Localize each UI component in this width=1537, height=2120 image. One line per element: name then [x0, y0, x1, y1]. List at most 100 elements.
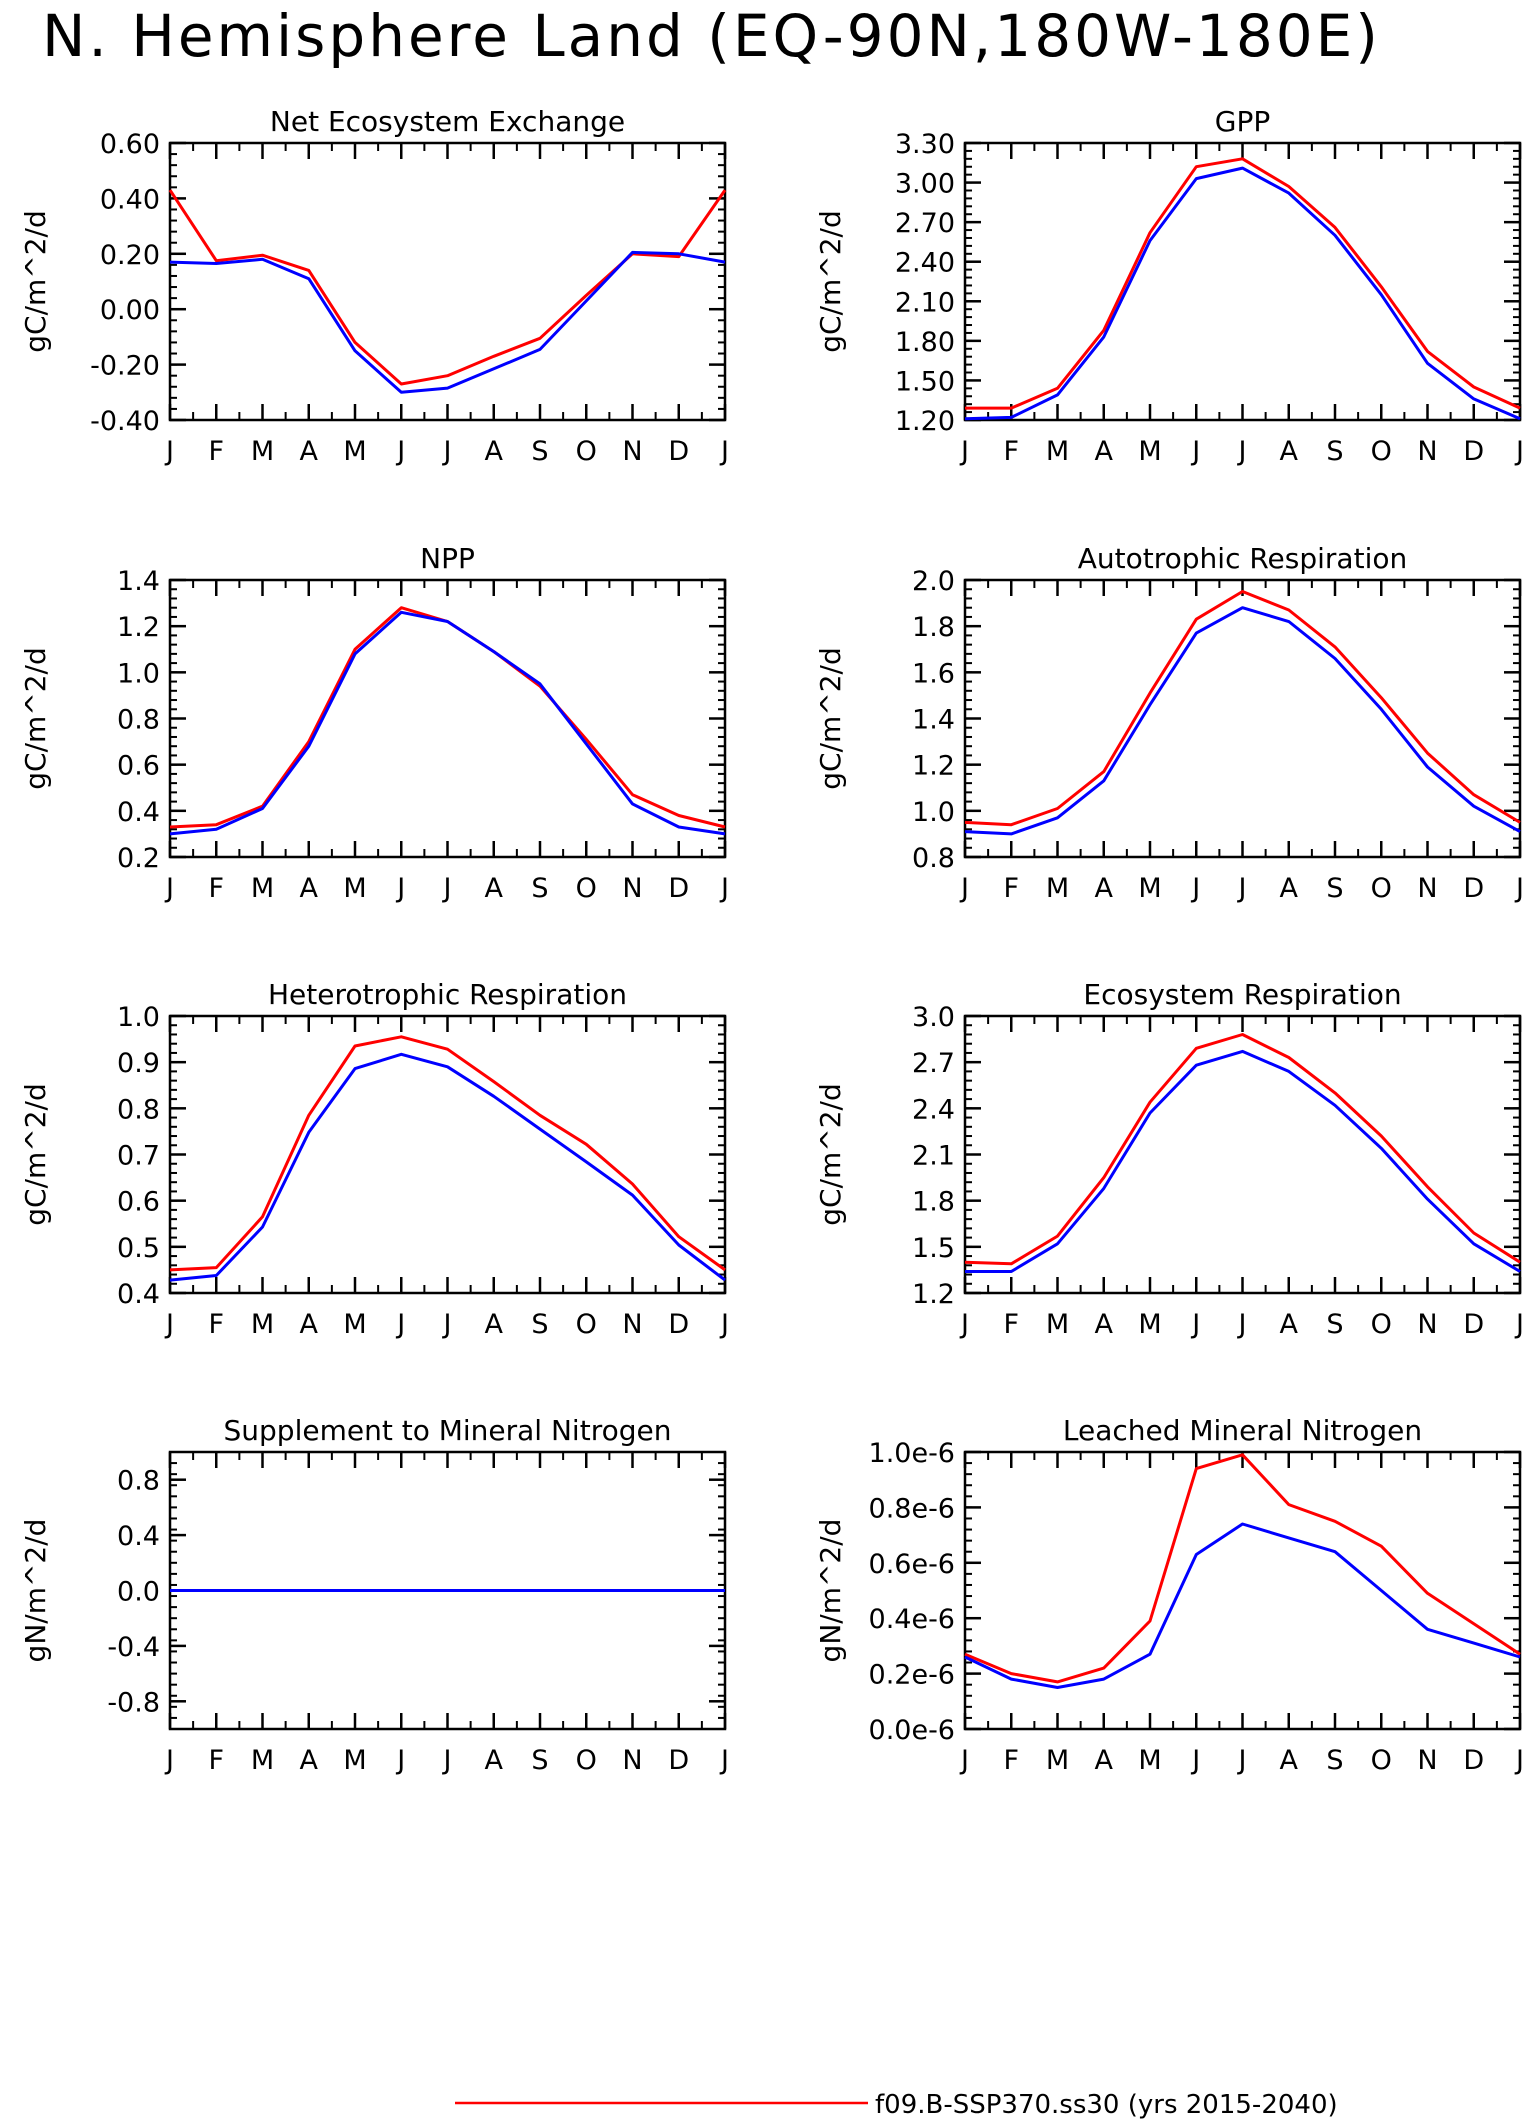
series-line-blue — [964, 606, 1521, 836]
x-tick-label: M — [343, 436, 366, 467]
y-tick-label: 2.4 — [912, 1094, 955, 1125]
y-tick-label: 1.2 — [912, 1279, 955, 1310]
series-line-red — [964, 1453, 1521, 1684]
x-tick-label: J — [1514, 1745, 1524, 1776]
x-tick-label: F — [208, 436, 224, 467]
x-tick-label: F — [1003, 1309, 1019, 1340]
x-tick-label: J — [442, 1309, 452, 1340]
x-tick-label: S — [1326, 1309, 1343, 1340]
x-tick-label: F — [1003, 873, 1019, 904]
y-tick-label: 1.2 — [912, 751, 955, 782]
x-tick-label: J — [442, 436, 452, 467]
x-tick-label: J — [719, 436, 729, 467]
x-tick-label: M — [251, 873, 274, 904]
x-tick-label: M — [1046, 1309, 1069, 1340]
x-tick-label: J — [395, 436, 405, 467]
x-tick-label: J — [395, 1309, 405, 1340]
x-tick-label: A — [1280, 436, 1299, 467]
plot-frame — [963, 1450, 1522, 1731]
y-tick-label: 1.80 — [895, 327, 955, 358]
x-tick-label: J — [442, 873, 452, 904]
x-tick-label: J — [164, 1309, 174, 1340]
chart-5: Heterotrophic Respiration 0.4 0.5 0.6 0.7 0.8… — [19, 978, 729, 1340]
y-tick-label: 0.6 — [117, 1187, 160, 1218]
x-tick-label: S — [531, 436, 548, 467]
x-tick-label: J — [959, 1745, 969, 1776]
x-tick-label: J — [1514, 873, 1524, 904]
plot-frame — [963, 1014, 1522, 1295]
x-tick-label: M — [343, 1745, 366, 1776]
chart-title: GPP — [1215, 105, 1270, 138]
y-tick-label: 1.8 — [912, 1187, 955, 1218]
series-line-red — [965, 157, 1521, 410]
y-tick-label: 3.30 — [895, 129, 955, 160]
x-tick-label: J — [959, 873, 969, 904]
y-tick-label: 1.0e-6 — [869, 1438, 955, 1469]
x-tick-label: D — [668, 1745, 689, 1776]
y-axis-label: gC/m^2/d — [19, 647, 52, 790]
plot-frame — [963, 578, 1522, 859]
y-axis-label: gC/m^2/d — [19, 1083, 52, 1226]
y-axis-label: gN/m^2/d — [19, 1519, 52, 1663]
x-tick-label: F — [208, 1745, 224, 1776]
y-tick-label: 0.2 — [117, 843, 160, 874]
chart-title: NPP — [420, 542, 475, 575]
y-tick-label: 2.7 — [912, 1048, 955, 1079]
y-tick-label: 0.4 — [117, 1279, 160, 1310]
y-axis-label: gC/m^2/d — [814, 1083, 847, 1226]
x-tick-label: J — [959, 436, 969, 467]
x-tick-label: A — [1095, 873, 1114, 904]
x-tick-label: F — [208, 1309, 224, 1340]
y-tick-label: 0.0e-6 — [869, 1715, 955, 1746]
y-axis-label: gC/m^2/d — [814, 210, 847, 353]
y-tick-label: -0.20 — [90, 351, 160, 382]
y-tick-label: 1.50 — [895, 366, 955, 397]
figure-title: N. Hemisphere Land (EQ-90N,180W-180E) — [42, 2, 1381, 70]
series-line-red — [168, 189, 727, 386]
x-tick-label: A — [1280, 873, 1299, 904]
x-tick-label: J — [719, 873, 729, 904]
series-line-blue — [964, 1522, 1521, 1689]
x-tick-label: A — [300, 1745, 319, 1776]
x-tick-label: F — [208, 873, 224, 904]
y-tick-label: 1.20 — [895, 406, 955, 437]
x-tick-label: A — [1095, 1309, 1114, 1340]
x-tick-label: N — [622, 873, 642, 904]
x-tick-label: M — [1138, 436, 1161, 467]
series-line-blue — [169, 250, 726, 394]
x-tick-label: J — [164, 873, 174, 904]
x-tick-label: M — [251, 1309, 274, 1340]
x-tick-label: D — [1463, 873, 1484, 904]
x-tick-label: M — [1138, 873, 1161, 904]
x-tick-label: A — [300, 436, 319, 467]
x-tick-label: N — [1417, 1309, 1437, 1340]
series-line-red — [169, 606, 726, 829]
y-tick-label: 1.4 — [912, 705, 955, 736]
x-tick-label: J — [395, 1745, 405, 1776]
y-axis-label: gN/m^2/d — [814, 1519, 847, 1663]
x-tick-label: S — [1326, 436, 1343, 467]
x-tick-label: O — [1371, 873, 1392, 904]
y-tick-label: 2.40 — [895, 248, 955, 279]
x-tick-label: N — [1417, 436, 1437, 467]
x-tick-label: O — [576, 1309, 597, 1340]
x-tick-label: J — [1514, 1309, 1524, 1340]
y-tick-label: 0.8 — [117, 1094, 160, 1125]
x-tick-label: M — [1046, 1745, 1069, 1776]
y-tick-label: 0.4 — [117, 1521, 160, 1552]
x-tick-label: J — [1237, 1745, 1247, 1776]
x-tick-label: A — [485, 436, 504, 467]
y-tick-label: 2.0 — [912, 566, 955, 597]
y-tick-label: 0.20 — [100, 240, 160, 271]
y-tick-label: 1.4 — [117, 566, 160, 597]
x-tick-label: F — [1003, 436, 1019, 467]
x-tick-label: M — [251, 436, 274, 467]
chart-title: Autotrophic Respiration — [1078, 542, 1407, 575]
x-tick-label: J — [959, 1309, 969, 1340]
x-tick-label: O — [1371, 1309, 1392, 1340]
x-tick-label: J — [719, 1745, 729, 1776]
series-line-blue — [169, 610, 726, 836]
x-tick-label: J — [1190, 1745, 1200, 1776]
y-tick-label: 0.0 — [117, 1577, 160, 1608]
chart-title: Supplement to Mineral Nitrogen — [224, 1414, 672, 1447]
